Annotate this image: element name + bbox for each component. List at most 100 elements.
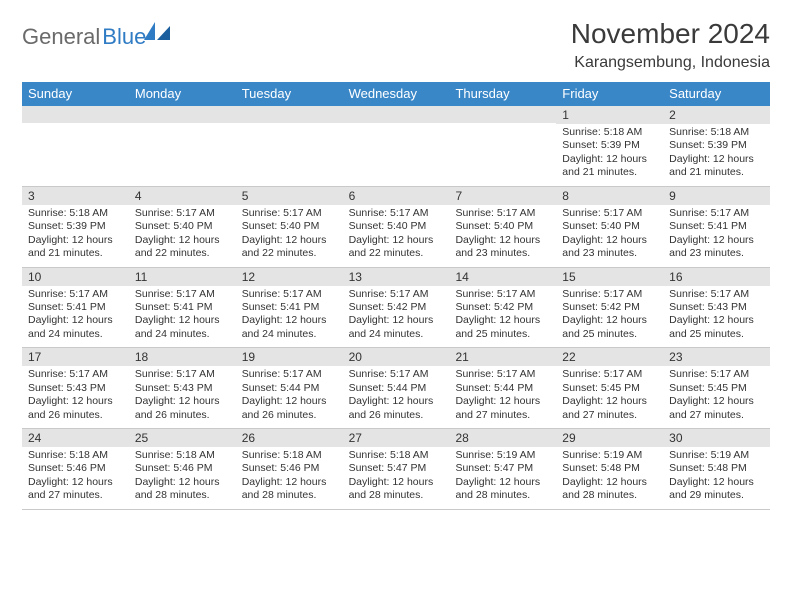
day-content: Sunrise: 5:17 AMSunset: 5:44 PMDaylight:… [236,366,343,428]
day-content: Sunrise: 5:17 AMSunset: 5:43 PMDaylight:… [22,366,129,428]
sunset-text: Sunset: 5:47 PM [455,462,550,475]
day-content: Sunrise: 5:18 AMSunset: 5:46 PMDaylight:… [129,447,236,509]
sunrise-text: Sunrise: 5:17 AM [455,288,550,301]
sunrise-text: Sunrise: 5:17 AM [349,368,444,381]
calendar-day: 6Sunrise: 5:17 AMSunset: 5:40 PMDaylight… [343,187,450,267]
day-number: 27 [343,429,450,447]
sunset-text: Sunset: 5:43 PM [28,382,123,395]
header: GeneralBlue November 2024 Karangsembung,… [22,18,770,72]
daylight-text: Daylight: 12 hours and 28 minutes. [242,476,337,503]
day-content: Sunrise: 5:19 AMSunset: 5:48 PMDaylight:… [556,447,663,509]
daylight-text: Daylight: 12 hours and 22 minutes. [135,234,230,261]
day-content: Sunrise: 5:17 AMSunset: 5:41 PMDaylight:… [129,286,236,348]
daylight-text: Daylight: 12 hours and 28 minutes. [135,476,230,503]
daylight-text: Daylight: 12 hours and 23 minutes. [562,234,657,261]
sunrise-text: Sunrise: 5:17 AM [669,288,764,301]
daylight-text: Daylight: 12 hours and 21 minutes. [669,153,764,180]
day-header: Saturday [663,82,770,106]
daylight-text: Daylight: 12 hours and 25 minutes. [562,314,657,341]
day-number: 28 [449,429,556,447]
calendar-day: 11Sunrise: 5:17 AMSunset: 5:41 PMDayligh… [129,268,236,348]
sunset-text: Sunset: 5:42 PM [562,301,657,314]
day-content: Sunrise: 5:17 AMSunset: 5:40 PMDaylight:… [129,205,236,267]
sunrise-text: Sunrise: 5:17 AM [455,207,550,220]
sunrise-text: Sunrise: 5:17 AM [28,368,123,381]
day-number: 5 [236,187,343,205]
day-content: Sunrise: 5:17 AMSunset: 5:45 PMDaylight:… [556,366,663,428]
day-number [129,106,236,123]
sunrise-text: Sunrise: 5:17 AM [349,288,444,301]
calendar-day: 7Sunrise: 5:17 AMSunset: 5:40 PMDaylight… [449,187,556,267]
day-number: 18 [129,348,236,366]
sunset-text: Sunset: 5:41 PM [242,301,337,314]
daylight-text: Daylight: 12 hours and 28 minutes. [455,476,550,503]
calendar-day: 20Sunrise: 5:17 AMSunset: 5:44 PMDayligh… [343,348,450,428]
calendar-page: GeneralBlue November 2024 Karangsembung,… [0,0,792,510]
daylight-text: Daylight: 12 hours and 26 minutes. [349,395,444,422]
calendar-day: 17Sunrise: 5:17 AMSunset: 5:43 PMDayligh… [22,348,129,428]
sunset-text: Sunset: 5:45 PM [562,382,657,395]
daylight-text: Daylight: 12 hours and 27 minutes. [455,395,550,422]
day-content [343,123,450,183]
day-header: Sunday [22,82,129,106]
sunset-text: Sunset: 5:40 PM [242,220,337,233]
sunrise-text: Sunrise: 5:18 AM [28,207,123,220]
day-number: 23 [663,348,770,366]
calendar-week: 17Sunrise: 5:17 AMSunset: 5:43 PMDayligh… [22,348,770,429]
day-number: 4 [129,187,236,205]
sunset-text: Sunset: 5:42 PM [349,301,444,314]
daylight-text: Daylight: 12 hours and 28 minutes. [349,476,444,503]
day-number: 24 [22,429,129,447]
sunset-text: Sunset: 5:39 PM [669,139,764,152]
page-subtitle: Karangsembung, Indonesia [571,54,770,72]
daylight-text: Daylight: 12 hours and 24 minutes. [28,314,123,341]
sunset-text: Sunset: 5:43 PM [135,382,230,395]
day-number: 22 [556,348,663,366]
sunset-text: Sunset: 5:46 PM [135,462,230,475]
day-content: Sunrise: 5:17 AMSunset: 5:40 PMDaylight:… [556,205,663,267]
calendar-day: 28Sunrise: 5:19 AMSunset: 5:47 PMDayligh… [449,429,556,509]
calendar-day: 13Sunrise: 5:17 AMSunset: 5:42 PMDayligh… [343,268,450,348]
day-content: Sunrise: 5:17 AMSunset: 5:42 PMDaylight:… [343,286,450,348]
sunrise-text: Sunrise: 5:17 AM [135,288,230,301]
day-content: Sunrise: 5:18 AMSunset: 5:46 PMDaylight:… [22,447,129,509]
sunrise-text: Sunrise: 5:17 AM [562,207,657,220]
calendar-day: 15Sunrise: 5:17 AMSunset: 5:42 PMDayligh… [556,268,663,348]
calendar-day: 2Sunrise: 5:18 AMSunset: 5:39 PMDaylight… [663,106,770,186]
day-content: Sunrise: 5:17 AMSunset: 5:42 PMDaylight:… [556,286,663,348]
sunrise-text: Sunrise: 5:17 AM [669,368,764,381]
sunrise-text: Sunrise: 5:17 AM [242,207,337,220]
day-number: 3 [22,187,129,205]
sunset-text: Sunset: 5:41 PM [669,220,764,233]
daylight-text: Daylight: 12 hours and 24 minutes. [135,314,230,341]
calendar-day: 12Sunrise: 5:17 AMSunset: 5:41 PMDayligh… [236,268,343,348]
sunrise-text: Sunrise: 5:19 AM [562,449,657,462]
day-number: 13 [343,268,450,286]
sunrise-text: Sunrise: 5:19 AM [455,449,550,462]
day-header-row: SundayMondayTuesdayWednesdayThursdayFrid… [22,82,770,106]
sunrise-text: Sunrise: 5:17 AM [28,288,123,301]
calendar-day: 24Sunrise: 5:18 AMSunset: 5:46 PMDayligh… [22,429,129,509]
sunset-text: Sunset: 5:40 PM [135,220,230,233]
sunset-text: Sunset: 5:40 PM [349,220,444,233]
calendar-week: 3Sunrise: 5:18 AMSunset: 5:39 PMDaylight… [22,187,770,268]
calendar-day [449,106,556,186]
sunrise-text: Sunrise: 5:17 AM [242,288,337,301]
daylight-text: Daylight: 12 hours and 22 minutes. [242,234,337,261]
day-content: Sunrise: 5:17 AMSunset: 5:40 PMDaylight:… [343,205,450,267]
day-content: Sunrise: 5:18 AMSunset: 5:39 PMDaylight:… [663,124,770,186]
calendar-day: 9Sunrise: 5:17 AMSunset: 5:41 PMDaylight… [663,187,770,267]
day-content: Sunrise: 5:17 AMSunset: 5:43 PMDaylight:… [663,286,770,348]
daylight-text: Daylight: 12 hours and 26 minutes. [135,395,230,422]
daylight-text: Daylight: 12 hours and 25 minutes. [455,314,550,341]
sunrise-text: Sunrise: 5:18 AM [242,449,337,462]
day-header: Tuesday [236,82,343,106]
day-number [22,106,129,123]
day-header: Wednesday [343,82,450,106]
sunset-text: Sunset: 5:44 PM [455,382,550,395]
day-content: Sunrise: 5:18 AMSunset: 5:47 PMDaylight:… [343,447,450,509]
logo-text-gray: General [22,24,100,50]
sunrise-text: Sunrise: 5:18 AM [562,126,657,139]
day-content: Sunrise: 5:19 AMSunset: 5:47 PMDaylight:… [449,447,556,509]
day-content: Sunrise: 5:18 AMSunset: 5:46 PMDaylight:… [236,447,343,509]
